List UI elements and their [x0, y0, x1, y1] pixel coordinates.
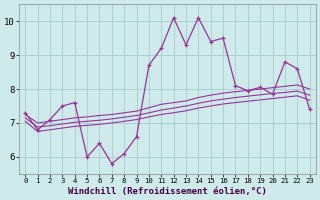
X-axis label: Windchill (Refroidissement éolien,°C): Windchill (Refroidissement éolien,°C): [68, 187, 267, 196]
